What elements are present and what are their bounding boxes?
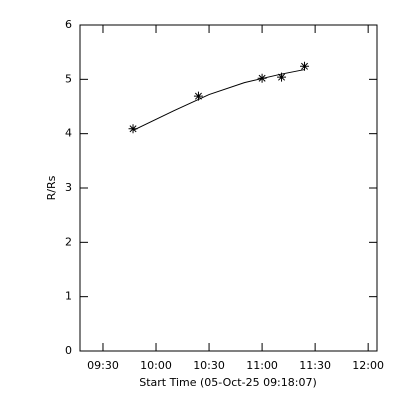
- data-point: [193, 91, 203, 101]
- y-tick-label: 1: [65, 290, 72, 303]
- y-tick-label: 0: [65, 344, 72, 357]
- x-tick-label: 10:30: [193, 359, 225, 372]
- fit-curve: [132, 69, 305, 131]
- y-tick-label: 2: [65, 235, 72, 248]
- x-tick-label: 10:00: [140, 359, 172, 372]
- y-tick-label: 4: [65, 127, 72, 140]
- x-tick-label: 11:30: [299, 359, 331, 372]
- data-point: [277, 72, 287, 82]
- x-axis-label: Start Time (05-Oct-25 09:18:07): [139, 376, 317, 389]
- y-axis-label: R/Rs: [45, 175, 58, 200]
- y-tick-label: 3: [65, 181, 72, 194]
- x-tick-label: 09:30: [87, 359, 119, 372]
- x-tick-label: 12:00: [352, 359, 384, 372]
- data-point: [128, 124, 138, 134]
- x-tick-label: 11:00: [246, 359, 278, 372]
- data-point: [300, 61, 310, 71]
- plot-frame: [79, 24, 378, 352]
- y-tick-label: 6: [65, 18, 72, 31]
- y-tick-label: 5: [65, 72, 72, 85]
